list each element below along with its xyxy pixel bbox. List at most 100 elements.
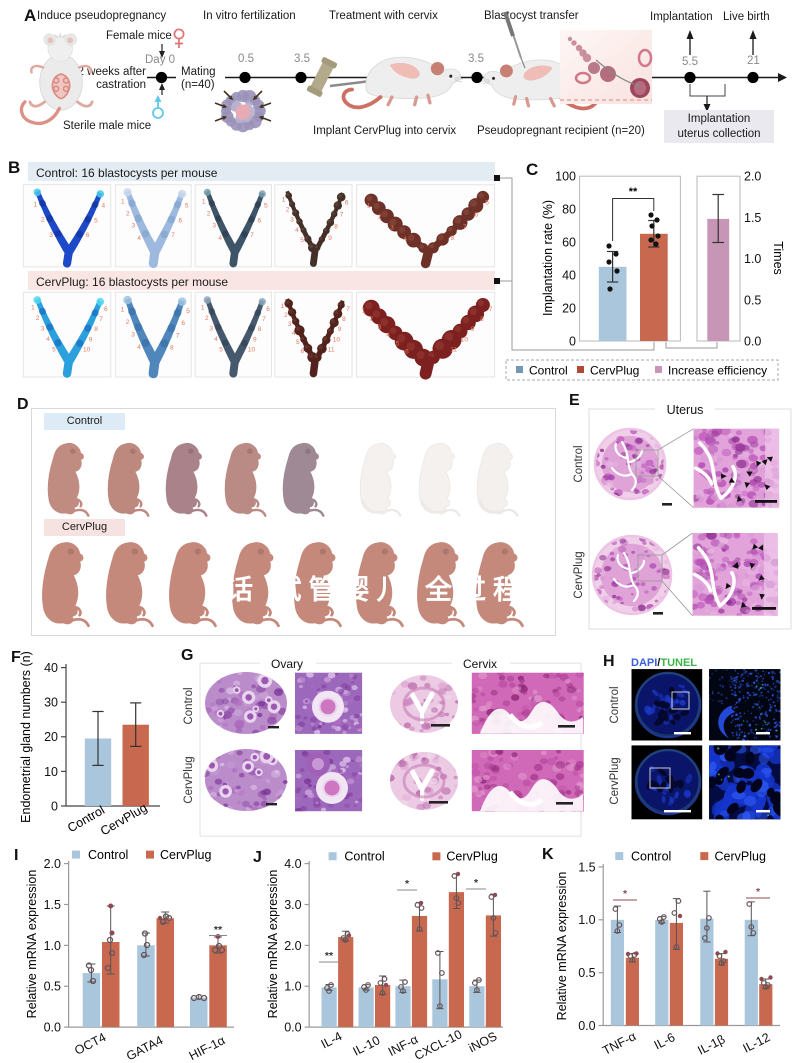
svg-text:TNF-α: TNF-α bbox=[600, 1029, 638, 1058]
svg-text:**: ** bbox=[214, 924, 223, 936]
svg-text:**: ** bbox=[325, 950, 334, 962]
svg-text:10: 10 bbox=[83, 347, 91, 354]
svg-text:2: 2 bbox=[126, 211, 130, 218]
svg-text:6: 6 bbox=[475, 212, 479, 219]
svg-text:2: 2 bbox=[41, 217, 45, 224]
svg-text:5: 5 bbox=[300, 237, 304, 244]
svg-text:0.0: 0.0 bbox=[284, 1021, 301, 1035]
svg-text:4: 4 bbox=[292, 330, 296, 337]
svg-text:CervPlug: CervPlug bbox=[183, 756, 195, 803]
svg-text:OCT4: OCT4 bbox=[72, 1030, 108, 1058]
svg-text:3: 3 bbox=[49, 232, 53, 239]
svg-text:6: 6 bbox=[405, 349, 409, 356]
svg-text:4: 4 bbox=[218, 235, 222, 242]
svg-text:1: 1 bbox=[362, 307, 366, 314]
svg-text:1.5: 1.5 bbox=[44, 898, 61, 912]
svg-text:0.0: 0.0 bbox=[44, 1021, 61, 1035]
svg-text:4: 4 bbox=[214, 336, 218, 343]
svg-text:3: 3 bbox=[288, 321, 292, 328]
svg-text:3.0: 3.0 bbox=[284, 898, 301, 912]
svg-text:*: * bbox=[474, 877, 479, 889]
svg-text:7: 7 bbox=[176, 332, 180, 339]
svg-text:9: 9 bbox=[253, 336, 257, 343]
svg-text:4: 4 bbox=[46, 336, 50, 343]
svg-text:7: 7 bbox=[99, 316, 103, 323]
svg-text:4: 4 bbox=[137, 235, 141, 242]
svg-text:5: 5 bbox=[396, 340, 400, 347]
svg-text:HIF-1α: HIF-1α bbox=[187, 1033, 228, 1063]
svg-text:5: 5 bbox=[185, 203, 189, 210]
svg-text:6: 6 bbox=[258, 218, 262, 225]
svg-text:5: 5 bbox=[485, 200, 489, 207]
svg-text:20: 20 bbox=[562, 302, 576, 316]
svg-text:6: 6 bbox=[345, 200, 349, 207]
svg-text:4: 4 bbox=[102, 203, 106, 210]
svg-text:2: 2 bbox=[378, 214, 382, 221]
svg-text:1: 1 bbox=[121, 307, 125, 314]
svg-text:9: 9 bbox=[471, 326, 475, 333]
svg-text:Endometrial gland numbers (n): Endometrial gland numbers (n) bbox=[19, 651, 33, 823]
svg-text:5: 5 bbox=[296, 339, 300, 346]
svg-text:1: 1 bbox=[202, 198, 206, 205]
svg-text:8: 8 bbox=[342, 316, 346, 323]
svg-text:0.0: 0.0 bbox=[578, 1019, 595, 1033]
svg-text:1: 1 bbox=[34, 202, 38, 209]
svg-text:7: 7 bbox=[250, 232, 254, 239]
svg-text:Control: Control bbox=[183, 687, 195, 724]
svg-text:IL-1β: IL-1β bbox=[695, 1032, 727, 1058]
svg-text:7: 7 bbox=[346, 306, 350, 313]
svg-text:10: 10 bbox=[44, 765, 58, 779]
svg-text:1.0: 1.0 bbox=[744, 252, 761, 266]
svg-text:60: 60 bbox=[562, 236, 576, 250]
svg-text:6: 6 bbox=[104, 306, 108, 313]
svg-text:7: 7 bbox=[489, 306, 493, 313]
svg-text:0.5: 0.5 bbox=[578, 966, 595, 980]
svg-text:1.5: 1.5 bbox=[578, 860, 595, 874]
svg-text:CervPlug: CervPlug bbox=[446, 850, 497, 864]
svg-text:Control: Control bbox=[573, 445, 585, 482]
svg-text:8: 8 bbox=[258, 326, 262, 333]
svg-text:100: 100 bbox=[555, 170, 576, 184]
svg-text:6: 6 bbox=[86, 232, 90, 239]
svg-text:1: 1 bbox=[281, 303, 285, 310]
svg-text:4: 4 bbox=[403, 236, 407, 243]
svg-text:Control: Control bbox=[609, 686, 621, 723]
svg-text:6: 6 bbox=[181, 320, 185, 327]
svg-text:*: * bbox=[756, 886, 761, 898]
svg-text:2: 2 bbox=[286, 207, 290, 214]
svg-text:8: 8 bbox=[170, 345, 174, 352]
svg-text:4: 4 bbox=[137, 344, 141, 351]
svg-text:9: 9 bbox=[89, 336, 93, 343]
svg-text:IL-6: IL-6 bbox=[652, 1030, 678, 1052]
svg-text:1.0: 1.0 bbox=[284, 980, 301, 994]
svg-text:3: 3 bbox=[41, 325, 45, 332]
svg-text:*: * bbox=[623, 888, 628, 900]
svg-text:CervPlug: CervPlug bbox=[590, 364, 639, 378]
svg-text:3: 3 bbox=[212, 223, 216, 230]
svg-text:4.0: 4.0 bbox=[284, 857, 301, 871]
svg-text:Control: Control bbox=[631, 849, 671, 863]
svg-text:4: 4 bbox=[386, 332, 390, 339]
svg-text:Relative mRNA expression: Relative mRNA expression bbox=[555, 872, 569, 1021]
svg-text:1: 1 bbox=[367, 202, 371, 209]
svg-text:2.0: 2.0 bbox=[744, 170, 761, 184]
svg-text:2: 2 bbox=[36, 315, 40, 322]
svg-text:0.5: 0.5 bbox=[744, 293, 761, 307]
svg-text:CXCL-10: CXCL-10 bbox=[412, 1027, 464, 1063]
svg-text:CervPlug: CervPlug bbox=[573, 551, 585, 598]
svg-text:7: 7 bbox=[463, 223, 467, 230]
svg-text:IL-12: IL-12 bbox=[741, 1030, 773, 1055]
svg-text:Control: Control bbox=[88, 848, 128, 862]
svg-text:40: 40 bbox=[562, 269, 576, 283]
svg-text:1.0: 1.0 bbox=[44, 939, 61, 953]
svg-text:30: 30 bbox=[44, 696, 58, 710]
svg-text:4: 4 bbox=[295, 227, 299, 234]
svg-text:6: 6 bbox=[266, 306, 270, 313]
svg-text:*: * bbox=[405, 878, 410, 890]
svg-text:3: 3 bbox=[132, 223, 136, 230]
svg-text:7: 7 bbox=[340, 212, 344, 219]
svg-text:0.5: 0.5 bbox=[44, 980, 61, 994]
svg-text:2: 2 bbox=[205, 315, 209, 322]
svg-text:11: 11 bbox=[328, 347, 335, 354]
svg-text:8: 8 bbox=[334, 223, 338, 230]
